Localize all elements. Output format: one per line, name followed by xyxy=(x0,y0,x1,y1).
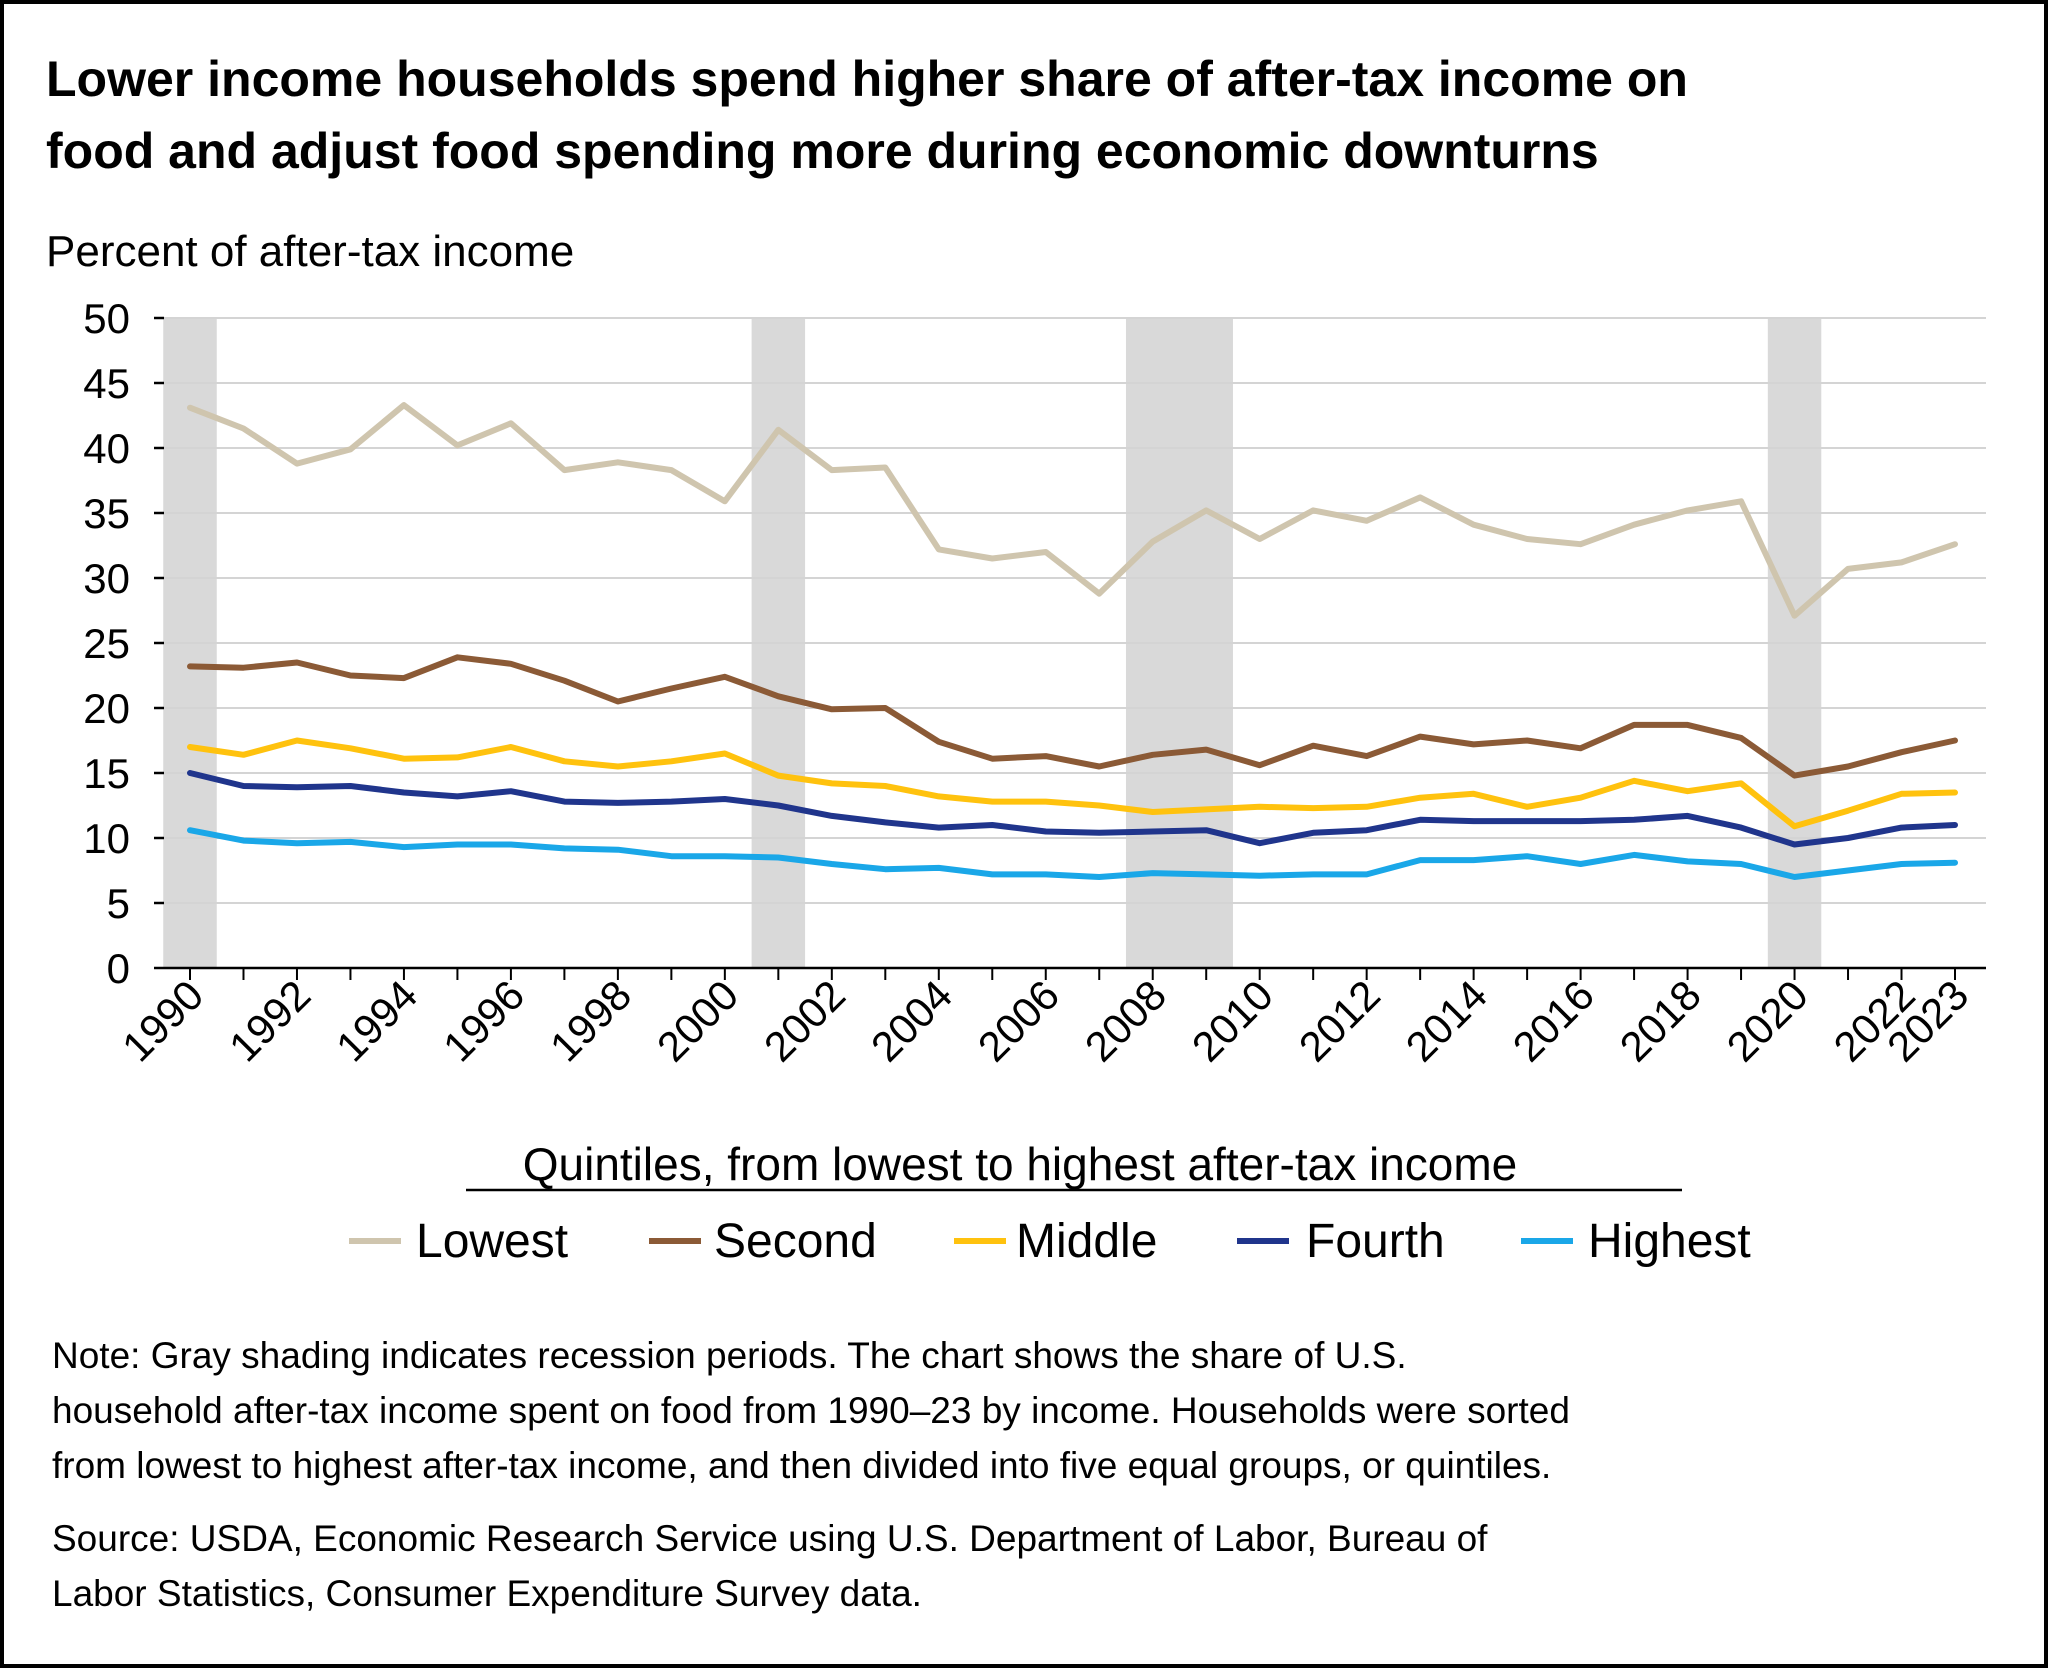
x-tick-label-2016: 2016 xyxy=(1504,971,1603,1070)
y-tick-label-15: 15 xyxy=(83,750,130,797)
legend-label-fourth: Fourth xyxy=(1306,1215,1445,1268)
chart-canvas: Lower income households spend higher sha… xyxy=(46,51,1986,1614)
axes xyxy=(154,316,1986,980)
x-tick-label-2020: 2020 xyxy=(1718,971,1817,1070)
y-tick-label-45: 45 xyxy=(83,360,130,407)
x-tick-label-1992: 1992 xyxy=(220,971,319,1070)
x-tick-label-2002: 2002 xyxy=(755,971,854,1070)
data-series xyxy=(187,402,1958,880)
chart-title-line-1: Lower income households spend higher sha… xyxy=(46,51,1688,107)
x-tick-label-2012: 2012 xyxy=(1290,971,1389,1070)
x-tick-label-2008: 2008 xyxy=(1076,971,1175,1070)
gridlines xyxy=(164,317,1986,904)
x-tick-label-1996: 1996 xyxy=(434,971,533,1070)
legend-label-second: Second xyxy=(714,1215,877,1268)
x-tick-label-2004: 2004 xyxy=(862,971,961,1070)
y-tick-label-35: 35 xyxy=(83,490,130,537)
legend: Lowest Second Middle Fourth Highest xyxy=(349,1215,1751,1268)
y-tick-label-50: 50 xyxy=(83,295,130,342)
x-tick-label-1998: 1998 xyxy=(541,971,640,1070)
note-line-3: from lowest to highest after-tax income,… xyxy=(52,1445,1551,1486)
legend-label-middle: Middle xyxy=(1016,1215,1157,1268)
y-axis-label: Percent of after-tax income xyxy=(46,227,574,276)
x-tick-label-2006: 2006 xyxy=(969,971,1068,1070)
chart-title-line-2: food and adjust food spending more durin… xyxy=(46,123,1599,179)
legend-label-highest: Highest xyxy=(1588,1215,1751,1268)
x-tick-label-2000: 2000 xyxy=(648,971,747,1070)
note-line-2: household after-tax income spent on food… xyxy=(52,1390,1570,1431)
source-line-1: Source: USDA, Economic Research Service … xyxy=(52,1518,1488,1559)
series-line-second xyxy=(187,654,1958,779)
legend-label-lowest: Lowest xyxy=(416,1215,568,1268)
y-tick-label-20: 20 xyxy=(83,685,130,732)
series-line-middle xyxy=(187,737,1958,830)
y-tick-label-5: 5 xyxy=(107,880,130,927)
y-tick-label-0: 0 xyxy=(107,945,130,992)
x-tick-labels: 1990 1992 1994 1996 1998 2000 2002 2004 2006 2008… xyxy=(113,971,1977,1070)
x-tick-label-2018: 2018 xyxy=(1611,971,1710,1070)
note-line-1: Note: Gray shading indicates recession p… xyxy=(52,1335,1407,1376)
y-tick-label-10: 10 xyxy=(83,815,130,862)
y-tick-label-40: 40 xyxy=(83,425,130,472)
x-tick-label-2014: 2014 xyxy=(1397,971,1496,1070)
series-line-highest xyxy=(187,827,1958,880)
y-tick-labels: 0 5 10 15 20 25 30 35 40 45 50 xyxy=(83,295,130,992)
x-tick-label-2010: 2010 xyxy=(1183,971,1282,1070)
y-tick-label-25: 25 xyxy=(83,620,130,667)
series-line-lowest xyxy=(187,402,1958,619)
series-line-fourth xyxy=(187,770,1958,848)
source-line-2: Labor Statistics, Consumer Expenditure S… xyxy=(52,1573,922,1614)
x-tick-label-1994: 1994 xyxy=(327,971,426,1070)
y-tick-label-30: 30 xyxy=(83,555,130,602)
legend-title: Quintiles, from lowest to highest after-… xyxy=(523,1138,1518,1190)
